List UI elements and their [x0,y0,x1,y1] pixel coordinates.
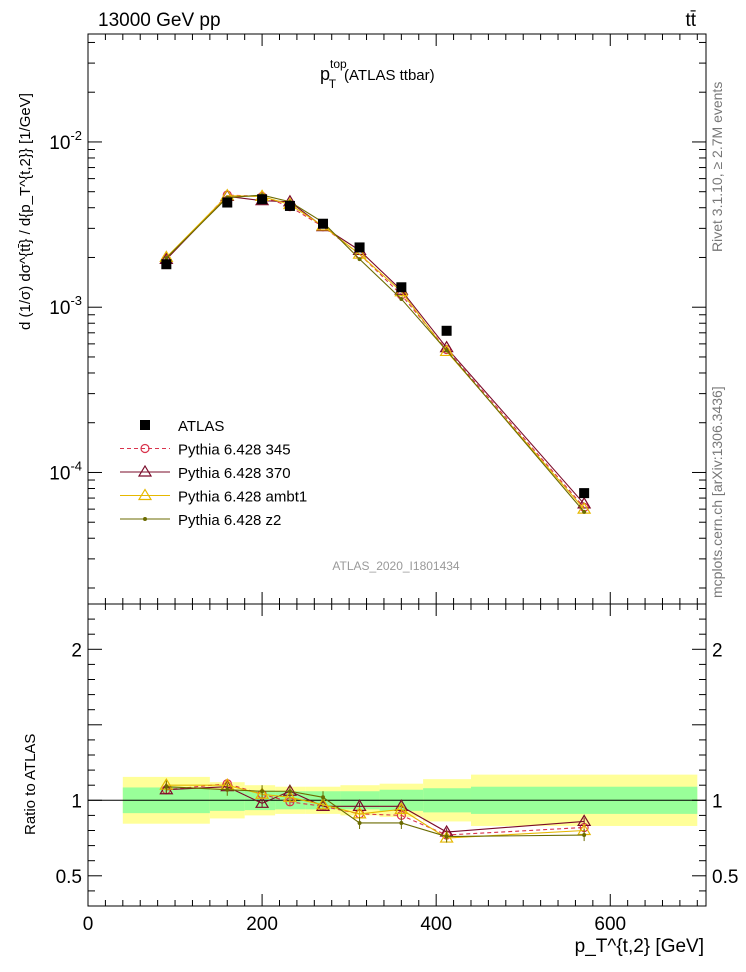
ratio-point-ambt1 [282,790,297,802]
ratio-y-tick-label: 2 [71,640,82,661]
data-point-atlas [441,325,452,336]
data-point-p370 [577,496,592,509]
series-p370 [159,189,592,509]
legend-label: Pythia 6.428 345 [178,442,291,459]
ratio-point-z2 [321,795,326,800]
ratio-y-label: Ratio to ATLAS [22,734,39,835]
data-point-atlas [396,282,407,293]
legend-label: Pythia 6.428 370 [178,465,291,482]
ratio-point-ambt1 [394,802,409,814]
ratio-point-ambt1 [315,797,331,810]
ratio-y-tick-label: 0.5 [56,867,82,888]
data-point-z2 [582,509,587,514]
analysis-watermark: ATLAS_2020_I1801434 [332,559,460,573]
data-point-atlas [354,242,365,253]
legend-item-p345: Pythia 6.428 345 [120,442,291,459]
main-y-label: d (1/σ) dσ^{tt̄} / d{p_T^{t,2}} [1/GeV] [17,93,34,330]
data-point-z2 [164,256,169,261]
data-point-atlas [579,488,590,499]
ratio-y-tick-label: 1 [71,791,82,812]
legend-label: ATLAS [178,418,224,435]
x-tick-label: 0 [83,914,94,935]
legend-item-atlas: ATLAS [140,418,224,435]
y-tick-label: 10-4 [49,458,82,484]
ratio-point-z2 [164,784,169,789]
data-point-ambt1 [439,344,454,357]
legend-marker [140,420,150,430]
series-atlas [161,194,590,499]
x-tick-label: 200 [246,914,278,935]
x-tick-label: 400 [420,914,452,935]
data-point-atlas [318,218,329,229]
mcplots-text: mcplots.cern.ch [arXiv:1306.3436] [709,386,725,598]
series-p345 [161,190,589,512]
ratio-y-tick-label-right: 2 [712,640,723,661]
legend-label: Pythia 6.428 z2 [178,512,281,529]
ratio-frame [87,603,707,907]
legend-marker [143,517,147,521]
ratio-point-z2 [582,833,587,838]
data-point-atlas [284,200,295,211]
series-line-ambt1 [165,195,585,510]
series-line-p345 [165,194,585,508]
ratio-point-z2 [260,789,265,794]
plot-title: ptop T (ATLAS ttbar) [320,57,435,91]
data-point-atlas [161,259,172,270]
legend-marker [140,443,150,454]
legend: ATLAS Pythia 6.428 345 Pythia 6.428 370 Pyt… [120,418,307,529]
legend-item-p370: Pythia 6.428 370 [120,464,291,482]
x-axis-label: p_T^{t,2} [GeV] [575,936,704,957]
ratio-point-z2 [225,787,230,792]
legend-item-ambt1: Pythia 6.428 ambt1 [120,488,307,506]
ratio-panel: 0 200 400 600 0.5 0.5 1 1 2 2 [56,603,738,935]
data-point-z2 [399,296,404,301]
y-tick-label: 10-3 [49,293,82,319]
ratio-series-z2 [164,780,587,843]
ratio-point-z2 [399,820,404,825]
rivet-version-text: Rivet 3.1.10, ≥ 2.7M events [709,82,725,252]
ratio-point-z2 [287,789,292,794]
data-point-atlas [222,197,233,208]
legend-marker [137,464,153,477]
ratio-point-z2 [357,820,362,825]
ratio-series-ambt1 [159,778,592,843]
ratio-point-z2 [444,834,449,839]
process-label: tt̄ [685,10,696,31]
legend-label: Pythia 6.428 ambt1 [178,489,307,506]
data-point-z2 [357,257,362,262]
energy-label: 13000 GeV pp [98,10,221,31]
x-tick-label: 600 [594,914,626,935]
legend-item-z2: Pythia 6.428 z2 [120,512,281,529]
ratio-line-p345 [166,783,585,836]
data-point-atlas [257,194,268,205]
legend-marker [137,488,153,501]
y-tick-label: 10-2 [49,128,82,154]
ratio-y-tick-label-right: 0.5 [712,867,738,888]
ratio-point-ambt1 [255,787,270,799]
data-point-z2 [444,348,449,353]
ratio-y-tick-label-right: 1 [712,791,723,812]
main-panel: 10-2 10-3 10-4 [49,33,707,605]
ratio-point-p370 [255,796,270,808]
